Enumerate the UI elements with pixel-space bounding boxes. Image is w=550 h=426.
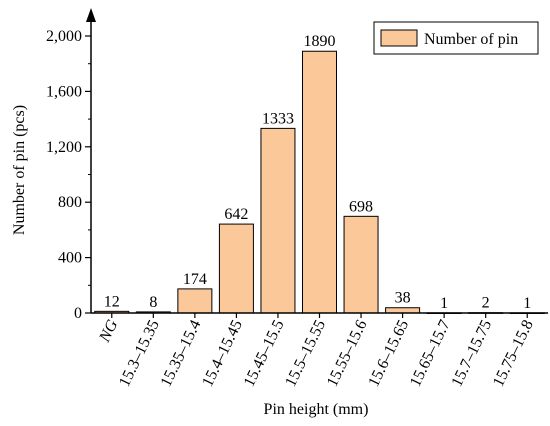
- x-tick-label: 15.65–15.7: [407, 317, 454, 389]
- x-axis: NG15.3–15.3515.35–15.415.4–15.4515.45–15…: [91, 312, 548, 389]
- value-label: 1333: [262, 110, 294, 127]
- y-tick-label: 0: [74, 305, 82, 322]
- value-label: 1: [440, 295, 448, 312]
- legend: Number of pin: [373, 21, 539, 55]
- value-label: 174: [183, 271, 207, 288]
- bar: [302, 50, 337, 314]
- bar: [343, 215, 379, 314]
- x-tick-label: 15.6–15.65: [365, 317, 412, 389]
- bars-group: [94, 50, 545, 314]
- value-label: 38: [395, 290, 411, 307]
- value-label: 2: [482, 295, 490, 312]
- value-label: 1890: [304, 33, 336, 50]
- x-tick-label: 15.4–15.45: [199, 317, 246, 389]
- y-tick-label: 800: [58, 194, 82, 211]
- value-label: 642: [224, 206, 248, 223]
- value-label: 1: [523, 295, 531, 312]
- bar: [260, 127, 296, 314]
- value-label: 698: [349, 198, 373, 215]
- y-axis: 0 400 800 1,200 1,600 2,000: [46, 8, 96, 322]
- x-tick-label: 15.75–15.8: [490, 317, 537, 389]
- x-tick-label: 15.45–15.5: [241, 317, 288, 389]
- value-label: 12: [104, 293, 120, 310]
- y-tick-label: 2,000: [46, 28, 82, 45]
- legend-swatch: [380, 29, 418, 47]
- x-axis-title: Pin height (mm): [264, 401, 369, 418]
- y-axis-arrow: [86, 8, 96, 22]
- bar: [385, 307, 421, 314]
- x-tick-label: NG: [96, 317, 122, 346]
- x-tick-label: 15.35–15.4: [158, 317, 205, 389]
- x-tick-label: 15.55–15.6: [324, 317, 371, 389]
- legend-label: Number of pin: [424, 31, 518, 48]
- y-axis-title: Number of pin (pcs): [11, 105, 28, 235]
- y-tick-label: 400: [58, 250, 82, 267]
- value-label: 8: [149, 294, 157, 311]
- bar: [177, 288, 213, 314]
- x-tick-label: 15.3–15.35: [116, 317, 163, 389]
- x-tick-label: 15.7–15.75: [448, 317, 495, 389]
- y-tick-label: 1,600: [46, 83, 82, 100]
- x-tick-label: 15.5–15.55: [282, 317, 329, 389]
- bar: [218, 223, 254, 314]
- y-tick-label: 1,200: [46, 139, 82, 156]
